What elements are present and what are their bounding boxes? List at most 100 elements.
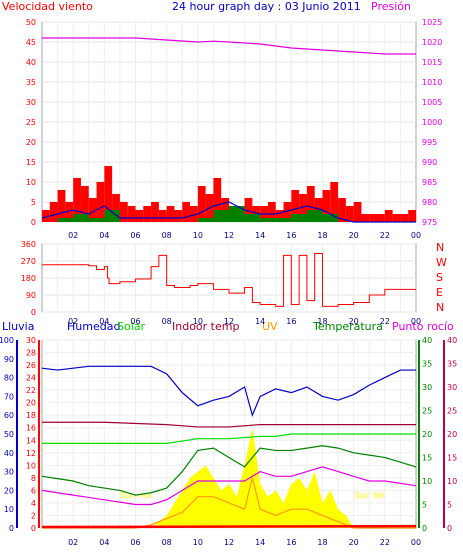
pressure-tick-label: 985 [422, 178, 437, 187]
x-tick-label-dir: 10 [193, 317, 203, 326]
pressure-tick-label: 1000 [422, 118, 442, 127]
gust-bar [361, 214, 370, 222]
humedad-tick-label: 28 [26, 349, 36, 358]
dir-tick-label: 90 [26, 291, 36, 300]
gust-bar [96, 182, 105, 222]
dir-letter-n2: N [436, 301, 444, 314]
humedad-tick-label: 4 [31, 499, 36, 508]
humedad-tick-label: 0 [31, 524, 36, 533]
x-tick-label-top: 08 [162, 231, 172, 240]
humedad-tick-label: 2 [31, 511, 36, 520]
lluvia-tick-label: 20 [4, 486, 14, 495]
x-tick-label-dir: 18 [317, 317, 327, 326]
gust-bar [400, 214, 409, 222]
x-tick-label-top: 00 [411, 231, 421, 240]
wind-bar [306, 210, 323, 222]
temp-tick-label: 35 [422, 360, 432, 369]
pressure-tick-label: 975 [422, 218, 437, 227]
gust-bar [104, 166, 113, 222]
dir-tick-label: 360 [21, 240, 36, 249]
dew-tick-label: 10 [447, 477, 457, 486]
left-axis-title-wind: Velocidad viento [2, 0, 93, 13]
gust-bar [291, 190, 300, 222]
pressure-tick-label: 1010 [422, 78, 442, 87]
dir-tick-label: 180 [21, 274, 36, 283]
x-tick-label-bottom: 20 [349, 538, 359, 547]
gust-bar [143, 206, 152, 222]
dew-tick-label: 30 [447, 383, 457, 392]
solar-area [42, 427, 416, 528]
gust-bar [299, 194, 307, 222]
humedad-tick-label: 18 [26, 411, 36, 420]
wind-bar [213, 210, 229, 222]
wind-tick-label: 30 [26, 98, 36, 107]
wind-direction-line [42, 252, 416, 307]
dir-letter-s: S [436, 271, 443, 284]
dir-tick-label: 270 [21, 257, 36, 266]
label-humedad: Humedad [67, 320, 120, 333]
pressure-line [42, 37, 416, 55]
dew-tick-label: 5 [447, 501, 452, 510]
wind-bar [291, 214, 307, 222]
pressure-tick-label: 990 [422, 158, 437, 167]
x-tick-label-dir: 00 [411, 317, 421, 326]
pressure-tick-label: 995 [422, 138, 437, 147]
gust-bar [322, 190, 331, 222]
humedad-tick-label: 14 [26, 436, 36, 445]
rain-line [41, 524, 417, 529]
series-humedad [41, 365, 416, 418]
x-tick-label-bottom: 04 [99, 538, 109, 547]
humedad-tick-label: 8 [31, 474, 36, 483]
x-tick-label-bottom: 10 [193, 538, 203, 547]
lluvia-tick-label: 10 [4, 505, 14, 514]
humedad-tick-label: 6 [31, 486, 36, 495]
x-tick-label-top: 04 [99, 231, 109, 240]
dew-tick-label: 20 [447, 430, 457, 439]
lluvia-tick-label: 60 [4, 411, 14, 420]
wind-tick-label: 10 [26, 178, 36, 187]
x-tick-label-dir: 08 [162, 317, 172, 326]
gust-bar [166, 206, 175, 222]
x-tick-label-dir: 14 [255, 317, 265, 326]
gust-bar [275, 210, 284, 222]
temp-tick-label: 30 [422, 383, 432, 392]
gust-bar [408, 210, 416, 222]
humedad-tick-label: 16 [26, 424, 36, 433]
gust-bar [65, 202, 74, 222]
pressure-tick-label: 1005 [422, 98, 442, 107]
lluvia-tick-label: 80 [4, 374, 14, 383]
gust-bar [244, 198, 253, 222]
x-tick-label-top: 22 [380, 231, 390, 240]
dir-letter-e: E [436, 286, 443, 299]
dew-tick-label: 25 [447, 407, 457, 416]
temp-tick-label: 0 [422, 524, 427, 533]
gust-bar [73, 178, 81, 222]
x-tick-label-bottom: 00 [411, 538, 421, 547]
wind-bar [88, 218, 105, 222]
chart-title: 24 hour graph day : 03 Junio 2011 [172, 0, 361, 13]
temp-tick-label: 15 [422, 454, 432, 463]
x-tick-label-bottom: 16 [286, 538, 296, 547]
gust-bar [174, 210, 183, 222]
humedad-tick-label: 30 [26, 336, 36, 345]
gust-bar [119, 202, 128, 222]
gust-bar [88, 198, 97, 222]
gust-bar [197, 186, 206, 222]
x-tick-label-bottom: 06 [130, 538, 140, 547]
lluvia-tick-label: 70 [4, 392, 14, 401]
pressure-tick-label: 980 [422, 198, 437, 207]
humedad-tick-label: 22 [26, 386, 36, 395]
series-uv [42, 477, 416, 529]
gust-bar [353, 202, 362, 222]
wind-tick-label: 20 [26, 138, 36, 147]
label-punto-rocio: Punto rocío [392, 320, 454, 333]
x-tick-label-top: 12 [224, 231, 234, 240]
lluvia-tick-label: 90 [4, 355, 14, 364]
gust-bar [267, 202, 276, 222]
lluvia-tick-label: 0 [9, 524, 14, 533]
dir-letter-n1: N [436, 241, 444, 254]
label-uv: UV [262, 320, 278, 333]
label-lluvia: Lluvia [2, 320, 34, 333]
annotation-sun-set: Sun Set [355, 491, 386, 500]
